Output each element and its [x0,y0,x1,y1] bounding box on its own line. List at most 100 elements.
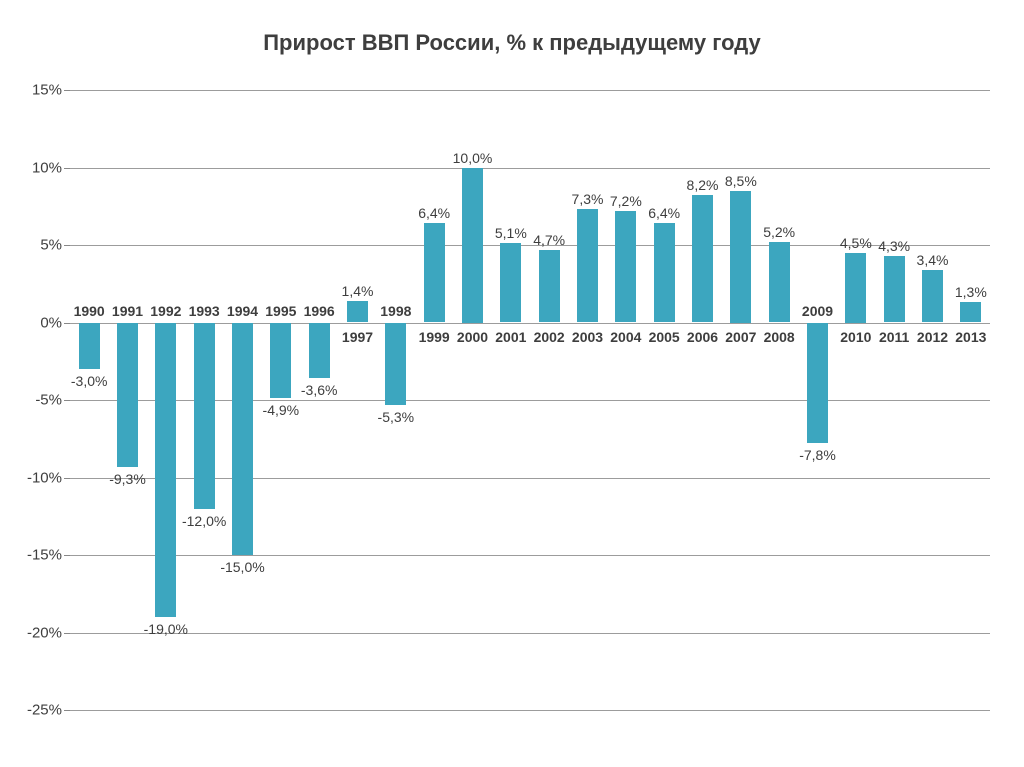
value-label: -3,6% [301,382,338,398]
bar [654,90,675,710]
bar-rect [194,323,215,509]
bar [500,90,521,710]
value-label: 7,2% [610,193,642,209]
chart-title: Прирост ВВП России, % к предыдущему году [0,30,1024,56]
bar [884,90,905,710]
value-label: 6,4% [418,205,450,221]
bar [117,90,138,710]
category-label: 2003 [572,329,603,345]
bar-rect [347,301,368,323]
value-label: 6,4% [648,205,680,221]
value-label: -15,0% [220,559,264,575]
category-label: 1995 [265,303,296,319]
bar-rect [309,323,330,379]
ytick-label: -20% [27,624,70,641]
value-label: 4,3% [878,238,910,254]
category-label: 1994 [227,303,258,319]
bar-rect [654,223,675,322]
bar [270,90,291,710]
value-label: 1,4% [342,283,374,299]
ytick-label: -25% [27,702,70,719]
category-label: 1991 [112,303,143,319]
bar-rect [769,242,790,323]
bar-rect [615,211,636,323]
category-label: 1997 [342,329,373,345]
bar-rect [960,302,981,322]
value-label: -5,3% [378,409,415,425]
bar-rect [424,223,445,322]
bar [769,90,790,710]
bar [539,90,560,710]
bar-rect [807,323,828,444]
value-label: 4,5% [840,235,872,251]
bar-rect [845,253,866,323]
bar-rect [117,323,138,467]
category-label: 2007 [725,329,756,345]
bar [79,90,100,710]
category-label: 2001 [495,329,526,345]
category-label: 2005 [649,329,680,345]
value-label: 5,2% [763,224,795,240]
bar [960,90,981,710]
category-label: 1993 [189,303,220,319]
value-label: 3,4% [917,252,949,268]
bar [347,90,368,710]
bar [615,90,636,710]
category-label: 2010 [840,329,871,345]
value-label: -4,9% [263,402,300,418]
bar [845,90,866,710]
bar [232,90,253,710]
value-label: 5,1% [495,225,527,241]
bar [577,90,598,710]
bar [385,90,406,710]
value-label: 10,0% [453,150,493,166]
bar-rect [922,270,943,323]
value-label: -9,3% [109,471,146,487]
ytick-label: -10% [27,469,70,486]
ytick-label: -15% [27,547,70,564]
category-label: 1992 [150,303,181,319]
bar [462,90,483,710]
bar-rect [232,323,253,556]
bar-rect [500,243,521,322]
category-label: 2008 [764,329,795,345]
bar-rect [155,323,176,618]
bar-rect [539,250,560,323]
value-label: 7,3% [572,191,604,207]
value-label: 1,3% [955,284,987,300]
gridline [70,710,990,711]
bar [155,90,176,710]
category-label: 2012 [917,329,948,345]
bars-layer: 1990-3,0%1991-9,3%1992-19,0%1993-12,0%19… [70,90,990,710]
bar [424,90,445,710]
bar-rect [692,195,713,322]
category-label: 1999 [419,329,450,345]
ytick-label: 5% [40,237,70,254]
value-label: 4,7% [533,232,565,248]
ytick-label: 15% [32,82,70,99]
ytick-label: -5% [35,392,70,409]
bar-rect [730,191,751,323]
value-label: 8,2% [687,177,719,193]
ytick-label: 0% [40,314,70,331]
bar-rect [270,323,291,399]
bar-rect [577,209,598,322]
value-label: 8,5% [725,173,757,189]
bar-rect [79,323,100,370]
bar [194,90,215,710]
category-label: 1990 [74,303,105,319]
category-label: 2009 [802,303,833,319]
bar-rect [884,256,905,323]
bar [309,90,330,710]
value-label: -19,0% [144,621,188,637]
category-label: 2004 [610,329,641,345]
bar-rect [462,168,483,323]
plot-area: 1990-3,0%1991-9,3%1992-19,0%1993-12,0%19… [70,90,990,710]
value-label: -3,0% [71,373,108,389]
category-label: 2013 [955,329,986,345]
category-label: 1998 [380,303,411,319]
category-label: 2000 [457,329,488,345]
category-label: 2011 [879,329,909,345]
chart-container: Прирост ВВП России, % к предыдущему году… [0,0,1024,767]
bar-rect [385,323,406,405]
